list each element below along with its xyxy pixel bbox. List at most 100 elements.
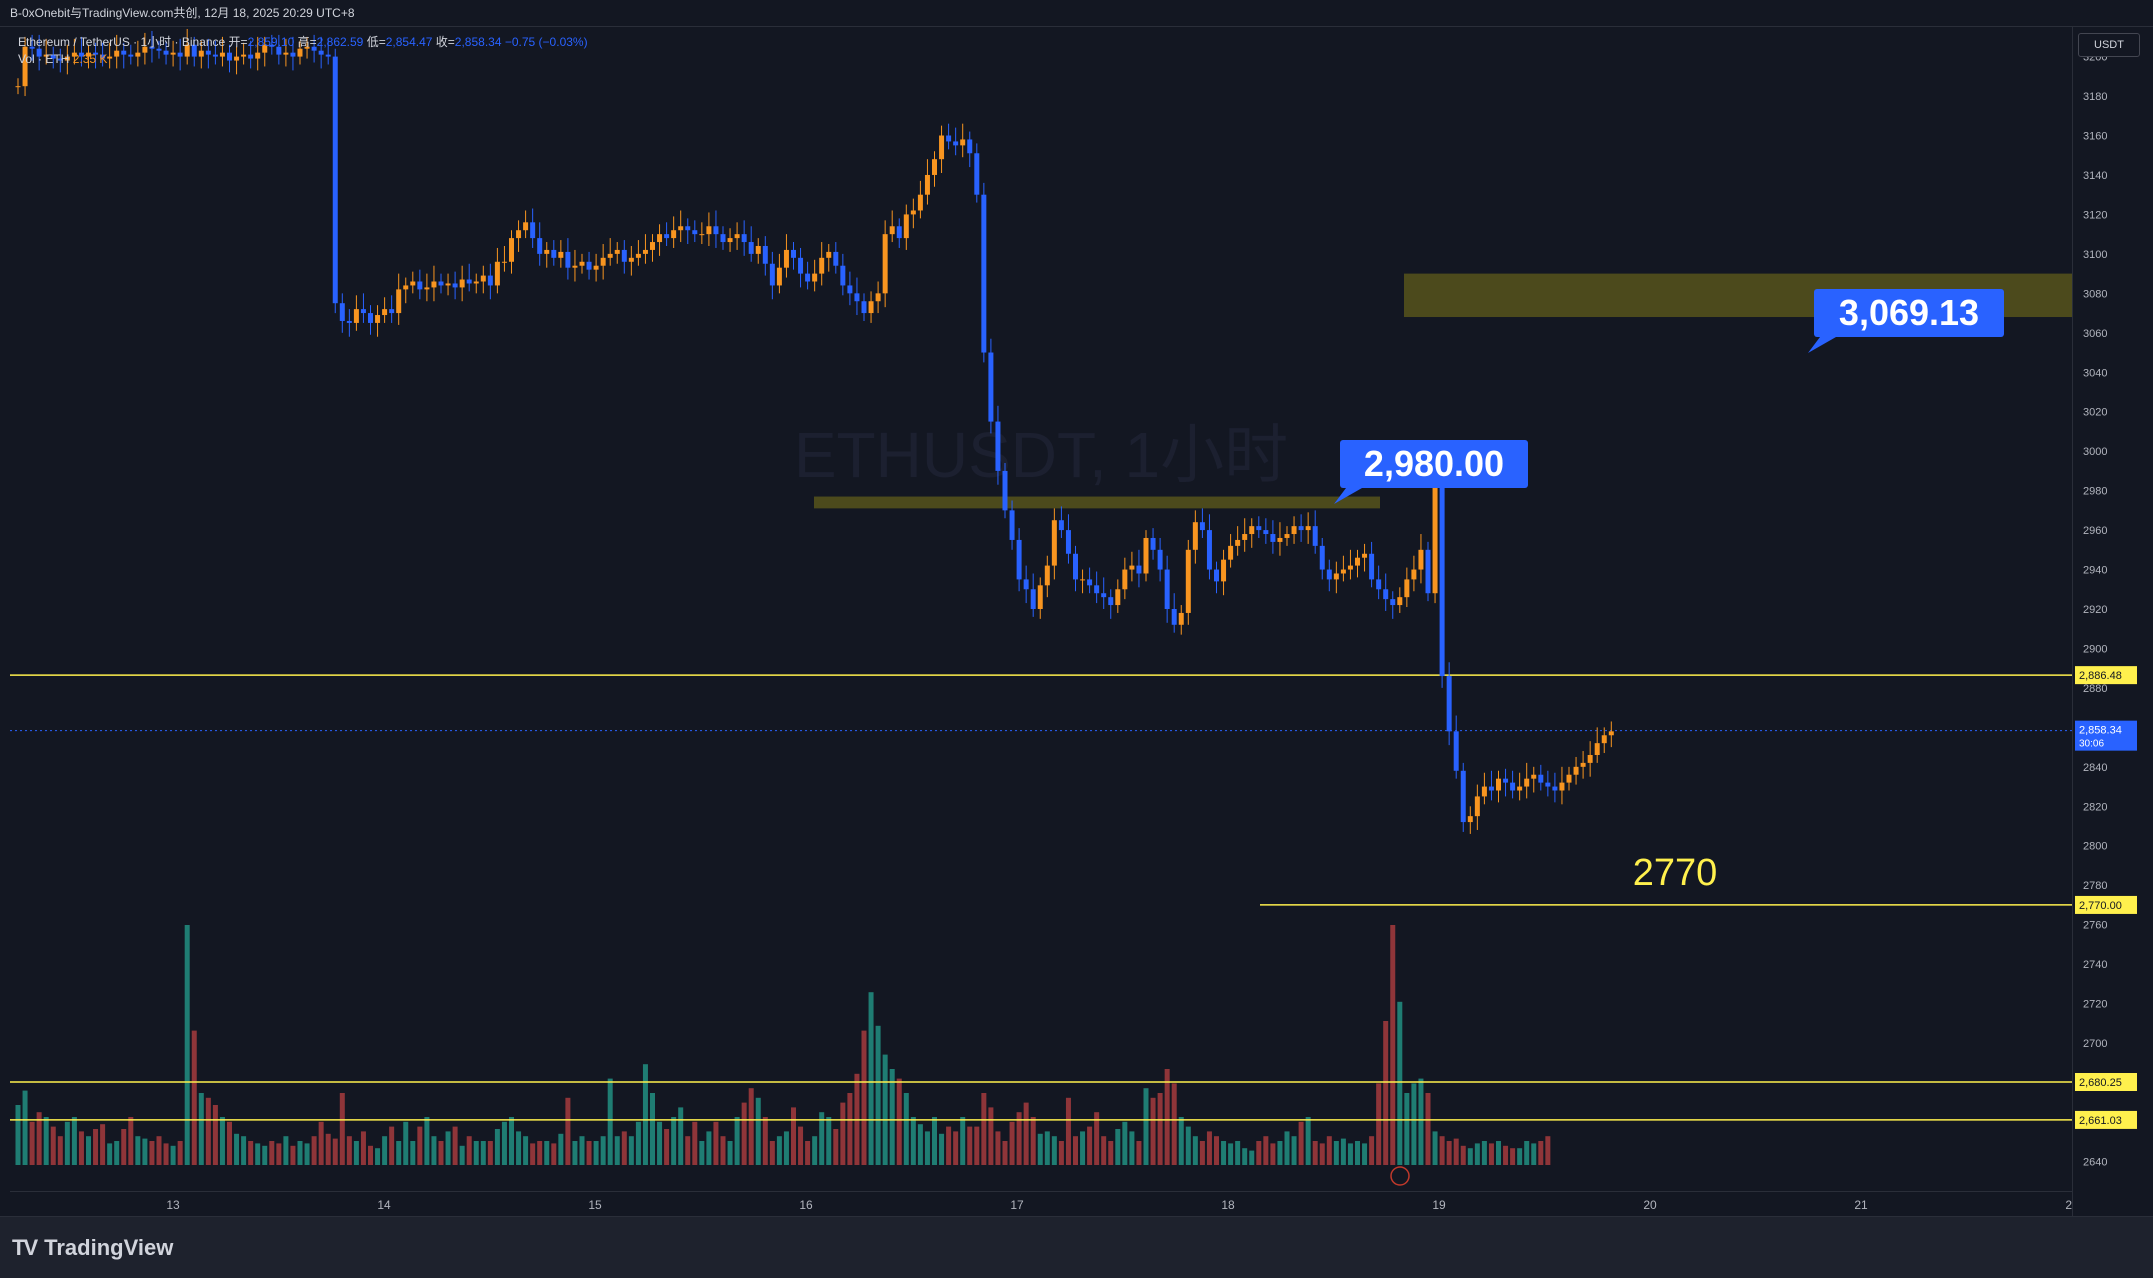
volume-bar	[769, 1141, 775, 1165]
volume-bar	[403, 1121, 409, 1165]
callout-label: 2,980.00	[1364, 443, 1504, 484]
volume-bar	[1058, 1141, 1064, 1165]
time-tick-label: 22	[2065, 1198, 2072, 1212]
volume-bar	[600, 1136, 606, 1165]
volume-bar	[1517, 1148, 1523, 1165]
volume-bar	[241, 1136, 247, 1165]
candle-body	[1284, 534, 1290, 538]
candle-body	[184, 44, 190, 57]
price-level-tag-bg	[2075, 895, 2137, 914]
candle-body	[375, 315, 381, 323]
volume-bar	[1347, 1143, 1353, 1165]
close-label: 收=	[435, 35, 455, 49]
candle-body	[565, 251, 571, 268]
candle-body	[494, 261, 500, 286]
resistance-zone-1	[814, 496, 1380, 509]
candle-body	[1044, 565, 1050, 586]
price-level-tag-label: 2,661.03	[2079, 1115, 2122, 1127]
candle-body	[642, 249, 648, 254]
candle-body	[339, 303, 345, 321]
volume-bar	[368, 1145, 373, 1165]
candle-body	[22, 46, 28, 87]
candle-body	[1319, 545, 1325, 570]
volume-bar	[1545, 1136, 1551, 1165]
volume-bar	[713, 1121, 719, 1165]
price-tick-label: 2700	[2083, 1038, 2107, 1050]
chart-pane[interactable]: ETHUSDT, 1小时 3,069.13 2,980.00 2770	[10, 27, 2072, 1216]
tradingview-logo[interactable]: TV TradingView	[12, 1235, 173, 1261]
price-tick-label: 2780	[2083, 880, 2107, 892]
volume-bar	[1326, 1136, 1332, 1165]
candle-body	[974, 153, 980, 195]
candle-body	[946, 135, 952, 142]
volume-bar	[572, 1141, 578, 1165]
price-tick-label: 2900	[2083, 643, 2107, 655]
candle-body	[798, 257, 804, 274]
time-axis[interactable]: 13 14 15 16 17 18 19 20 21 22	[10, 1191, 2072, 1217]
candle-body	[1037, 585, 1043, 609]
candle-body	[523, 222, 529, 231]
candle-body	[924, 174, 930, 195]
candle-body	[903, 214, 909, 239]
candle-body	[1376, 579, 1382, 590]
volume-value: 2.35 K	[72, 52, 108, 66]
volume-bar	[889, 1069, 895, 1165]
candle-body	[1312, 526, 1318, 546]
candle-body	[685, 226, 691, 231]
candle-body	[1051, 520, 1057, 566]
candle-body	[939, 135, 945, 160]
volume-bar	[466, 1136, 472, 1165]
volume-bar	[1284, 1131, 1290, 1165]
volume-bar	[1108, 1141, 1114, 1165]
price-tick-label: 3040	[2083, 367, 2107, 379]
volume-bar	[1425, 1093, 1431, 1165]
volume-bar	[1319, 1143, 1325, 1165]
volume-bar	[290, 1145, 296, 1165]
candle-body	[1545, 782, 1551, 787]
price-tick-label: 3020	[2083, 407, 2107, 419]
currency-selector[interactable]: USDT	[2078, 33, 2140, 57]
volume-bar	[1369, 1136, 1375, 1165]
volume-bar	[1312, 1141, 1318, 1165]
price-callout-1[interactable]: 2,980.00	[1334, 440, 1528, 504]
candle-body	[1228, 545, 1234, 560]
candle-body	[64, 56, 70, 61]
candle-body	[1425, 549, 1431, 594]
volume-bar	[452, 1126, 458, 1165]
volume-bar	[431, 1136, 437, 1165]
volume-bar	[43, 1117, 49, 1165]
volume-bar	[671, 1117, 677, 1165]
candle-body	[1333, 573, 1339, 580]
price-callout-0[interactable]: 3,069.13	[1808, 289, 2004, 353]
candle-body	[699, 234, 705, 236]
volume-bar	[1087, 1126, 1093, 1165]
alert-icon	[1390, 1166, 1410, 1186]
volume-bar	[628, 1136, 634, 1165]
volume-bar	[135, 1136, 141, 1165]
candle-body	[36, 48, 42, 57]
volume-bar	[1355, 1141, 1360, 1165]
volume-bar	[1214, 1136, 1219, 1165]
volume-bar	[1291, 1136, 1297, 1165]
volume-bar	[642, 1064, 648, 1165]
currency-label: USDT	[2094, 39, 2124, 51]
price-axis[interactable]: 3200 3180 3160 3140 3120 3100 3080 3060 3040 3020…	[2072, 27, 2143, 1216]
candle-body	[706, 226, 712, 235]
volume-bar	[304, 1143, 310, 1165]
candle-body	[1291, 526, 1297, 535]
volume-bar	[353, 1141, 359, 1165]
candle-body	[135, 52, 141, 57]
change-value: −0.75 (−0.03%)	[504, 35, 588, 49]
volume-bar	[960, 1117, 966, 1165]
volume-row: Vol · ETH 2.35 K	[18, 51, 588, 68]
price-tick-label: 3060	[2083, 328, 2107, 340]
volume-bar	[1453, 1138, 1459, 1165]
candle-body	[586, 261, 592, 270]
candle-body	[1143, 537, 1149, 574]
candlestick-chart[interactable]: ETHUSDT, 1小时 3,069.13 2,980.00 2770	[10, 27, 2072, 1191]
candle-body	[15, 86, 21, 88]
volume-bar	[509, 1117, 514, 1165]
volume-bar	[805, 1141, 811, 1165]
current-price-tag-bg	[2075, 720, 2137, 751]
candle-body	[558, 251, 564, 258]
